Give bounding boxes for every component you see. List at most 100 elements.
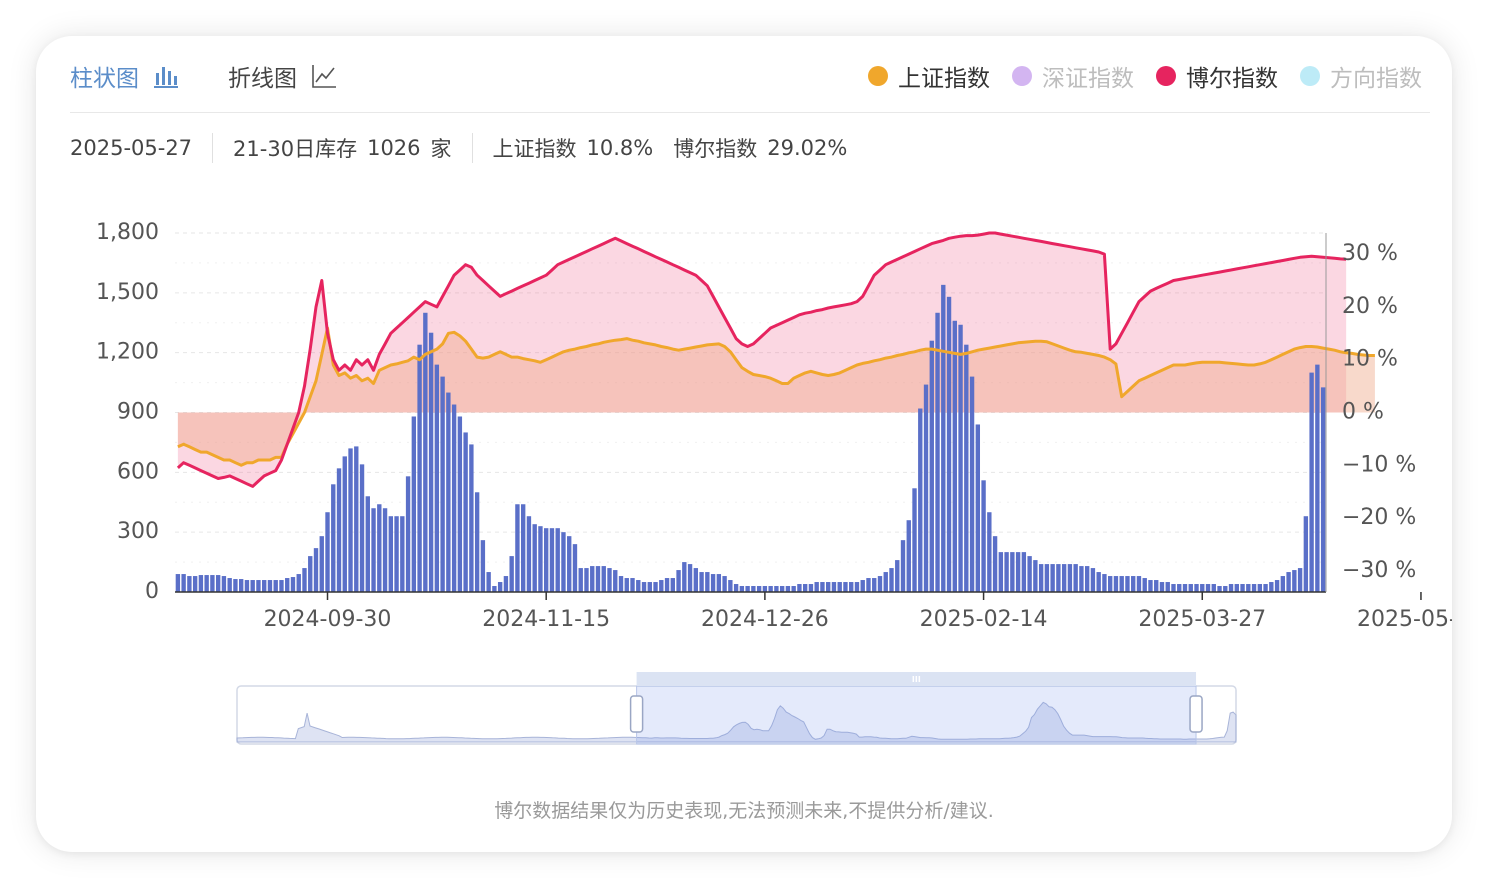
inventory-bar[interactable] [1142, 578, 1147, 592]
inventory-bar[interactable] [492, 586, 497, 592]
inventory-bar[interactable] [1280, 576, 1286, 592]
inventory-bar[interactable] [238, 579, 244, 592]
inventory-bar[interactable] [802, 584, 808, 592]
tab-bar-chart[interactable]: 柱状图 [70, 58, 179, 94]
inventory-bar[interactable] [296, 574, 301, 592]
inventory-bar[interactable] [1257, 584, 1263, 592]
inventory-bar[interactable] [912, 488, 917, 592]
inventory-bar[interactable] [480, 540, 486, 592]
inventory-bar[interactable] [463, 432, 468, 592]
inventory-bar[interactable] [342, 456, 347, 592]
inventory-bar[interactable] [641, 582, 647, 592]
inventory-bar[interactable] [497, 582, 503, 592]
inventory-bar[interactable] [670, 578, 675, 592]
inventory-bar[interactable] [1194, 584, 1199, 592]
inventory-bar[interactable] [687, 564, 693, 592]
inventory-bar[interactable] [526, 516, 532, 592]
inventory-bar[interactable] [423, 312, 428, 592]
inventory-bar[interactable] [837, 582, 842, 592]
inventory-bar[interactable] [411, 416, 417, 592]
inventory-bar[interactable] [1119, 576, 1124, 592]
inventory-bar[interactable] [1067, 564, 1073, 592]
inventory-bar[interactable] [1217, 586, 1222, 592]
inventory-bar[interactable] [544, 528, 549, 592]
inventory-bar[interactable] [1113, 576, 1119, 592]
inventory-bar[interactable] [267, 580, 273, 592]
inventory-bar[interactable] [371, 508, 376, 592]
inventory-bar[interactable] [1211, 584, 1216, 592]
inventory-bar[interactable] [348, 448, 353, 592]
inventory-bar[interactable] [1102, 574, 1107, 592]
inventory-bar[interactable] [1159, 582, 1165, 592]
inventory-bar[interactable] [981, 480, 986, 592]
inventory-bar[interactable] [969, 376, 975, 592]
inventory-bar[interactable] [308, 556, 313, 592]
inventory-bar[interactable] [405, 476, 411, 592]
legend-item[interactable]: 方向指数 [1300, 59, 1422, 93]
inventory-bar[interactable] [192, 576, 198, 592]
inventory-bar[interactable] [1056, 564, 1061, 592]
inventory-bar[interactable] [774, 586, 779, 592]
inventory-bar[interactable] [227, 578, 232, 592]
inventory-bar[interactable] [808, 584, 814, 592]
inventory-bar[interactable] [779, 586, 785, 592]
inventory-bar[interactable] [1205, 584, 1211, 592]
inventory-bar[interactable] [1015, 552, 1021, 592]
inventory-bar[interactable] [739, 586, 745, 592]
inventory-bar[interactable] [244, 580, 250, 592]
inventory-bar[interactable] [958, 324, 963, 592]
inventory-bar[interactable] [1309, 372, 1314, 592]
inventory-bar[interactable] [313, 548, 319, 592]
inventory-bar[interactable] [1240, 584, 1245, 592]
inventory-bar[interactable] [181, 574, 186, 592]
inventory-bar[interactable] [849, 582, 854, 592]
inventory-bar[interactable] [503, 576, 509, 592]
inventory-bar[interactable] [561, 532, 566, 592]
inventory-bar[interactable] [1228, 584, 1234, 592]
inventory-bar[interactable] [1038, 564, 1044, 592]
inventory-bar[interactable] [716, 574, 722, 592]
inventory-bar[interactable] [532, 524, 537, 592]
inventory-bar[interactable] [923, 384, 929, 592]
inventory-bar[interactable] [1010, 552, 1015, 592]
inventory-bar[interactable] [359, 464, 365, 592]
inventory-bar[interactable] [630, 578, 635, 592]
inventory-bar[interactable] [567, 536, 572, 592]
inventory-bar[interactable] [699, 572, 704, 592]
inventory-bar[interactable] [676, 570, 681, 592]
sh-index-line[interactable] [177, 326, 1375, 467]
inventory-bar[interactable] [1079, 566, 1084, 592]
inventory-bar[interactable] [446, 392, 451, 592]
inventory-bar[interactable] [762, 586, 768, 592]
inventory-bar[interactable] [1246, 584, 1251, 592]
inventory-bar[interactable] [440, 376, 445, 592]
inventory-bar[interactable] [417, 344, 422, 592]
inventory-bar[interactable] [877, 576, 883, 592]
inventory-bar[interactable] [826, 582, 831, 592]
zoom-handle-right[interactable] [1189, 695, 1203, 733]
inventory-bar[interactable] [1021, 552, 1027, 592]
inventory-bar[interactable] [975, 424, 981, 592]
inventory-bar[interactable] [198, 575, 204, 592]
inventory-bar[interactable] [664, 578, 670, 592]
inventory-bar[interactable] [233, 579, 238, 592]
inventory-bar[interactable] [221, 576, 227, 592]
inventory-bar[interactable] [889, 568, 894, 592]
inventory-bar[interactable] [290, 577, 296, 592]
inventory-bar[interactable] [791, 586, 796, 592]
inventory-bar[interactable] [883, 572, 888, 592]
inventory-bar[interactable] [262, 580, 267, 592]
inventory-bar[interactable] [941, 284, 946, 592]
inventory-bar[interactable] [952, 320, 957, 592]
inventory-bar[interactable] [354, 446, 359, 592]
inventory-bar[interactable] [1061, 564, 1067, 592]
inventory-bar[interactable] [854, 582, 860, 592]
zoom-window[interactable] [636, 685, 1197, 745]
inventory-bar[interactable] [768, 586, 773, 592]
inventory-bar[interactable] [451, 404, 457, 592]
inventory-bar[interactable] [624, 578, 629, 592]
combo-chart[interactable]: 0 300 600 900 1,200 1,500 1,800 −30 % −20 % −10 %… [36, 36, 1452, 786]
inventory-bar[interactable] [1027, 556, 1032, 592]
inventory-bar[interactable] [998, 552, 1004, 592]
inventory-bar[interactable] [549, 528, 555, 592]
